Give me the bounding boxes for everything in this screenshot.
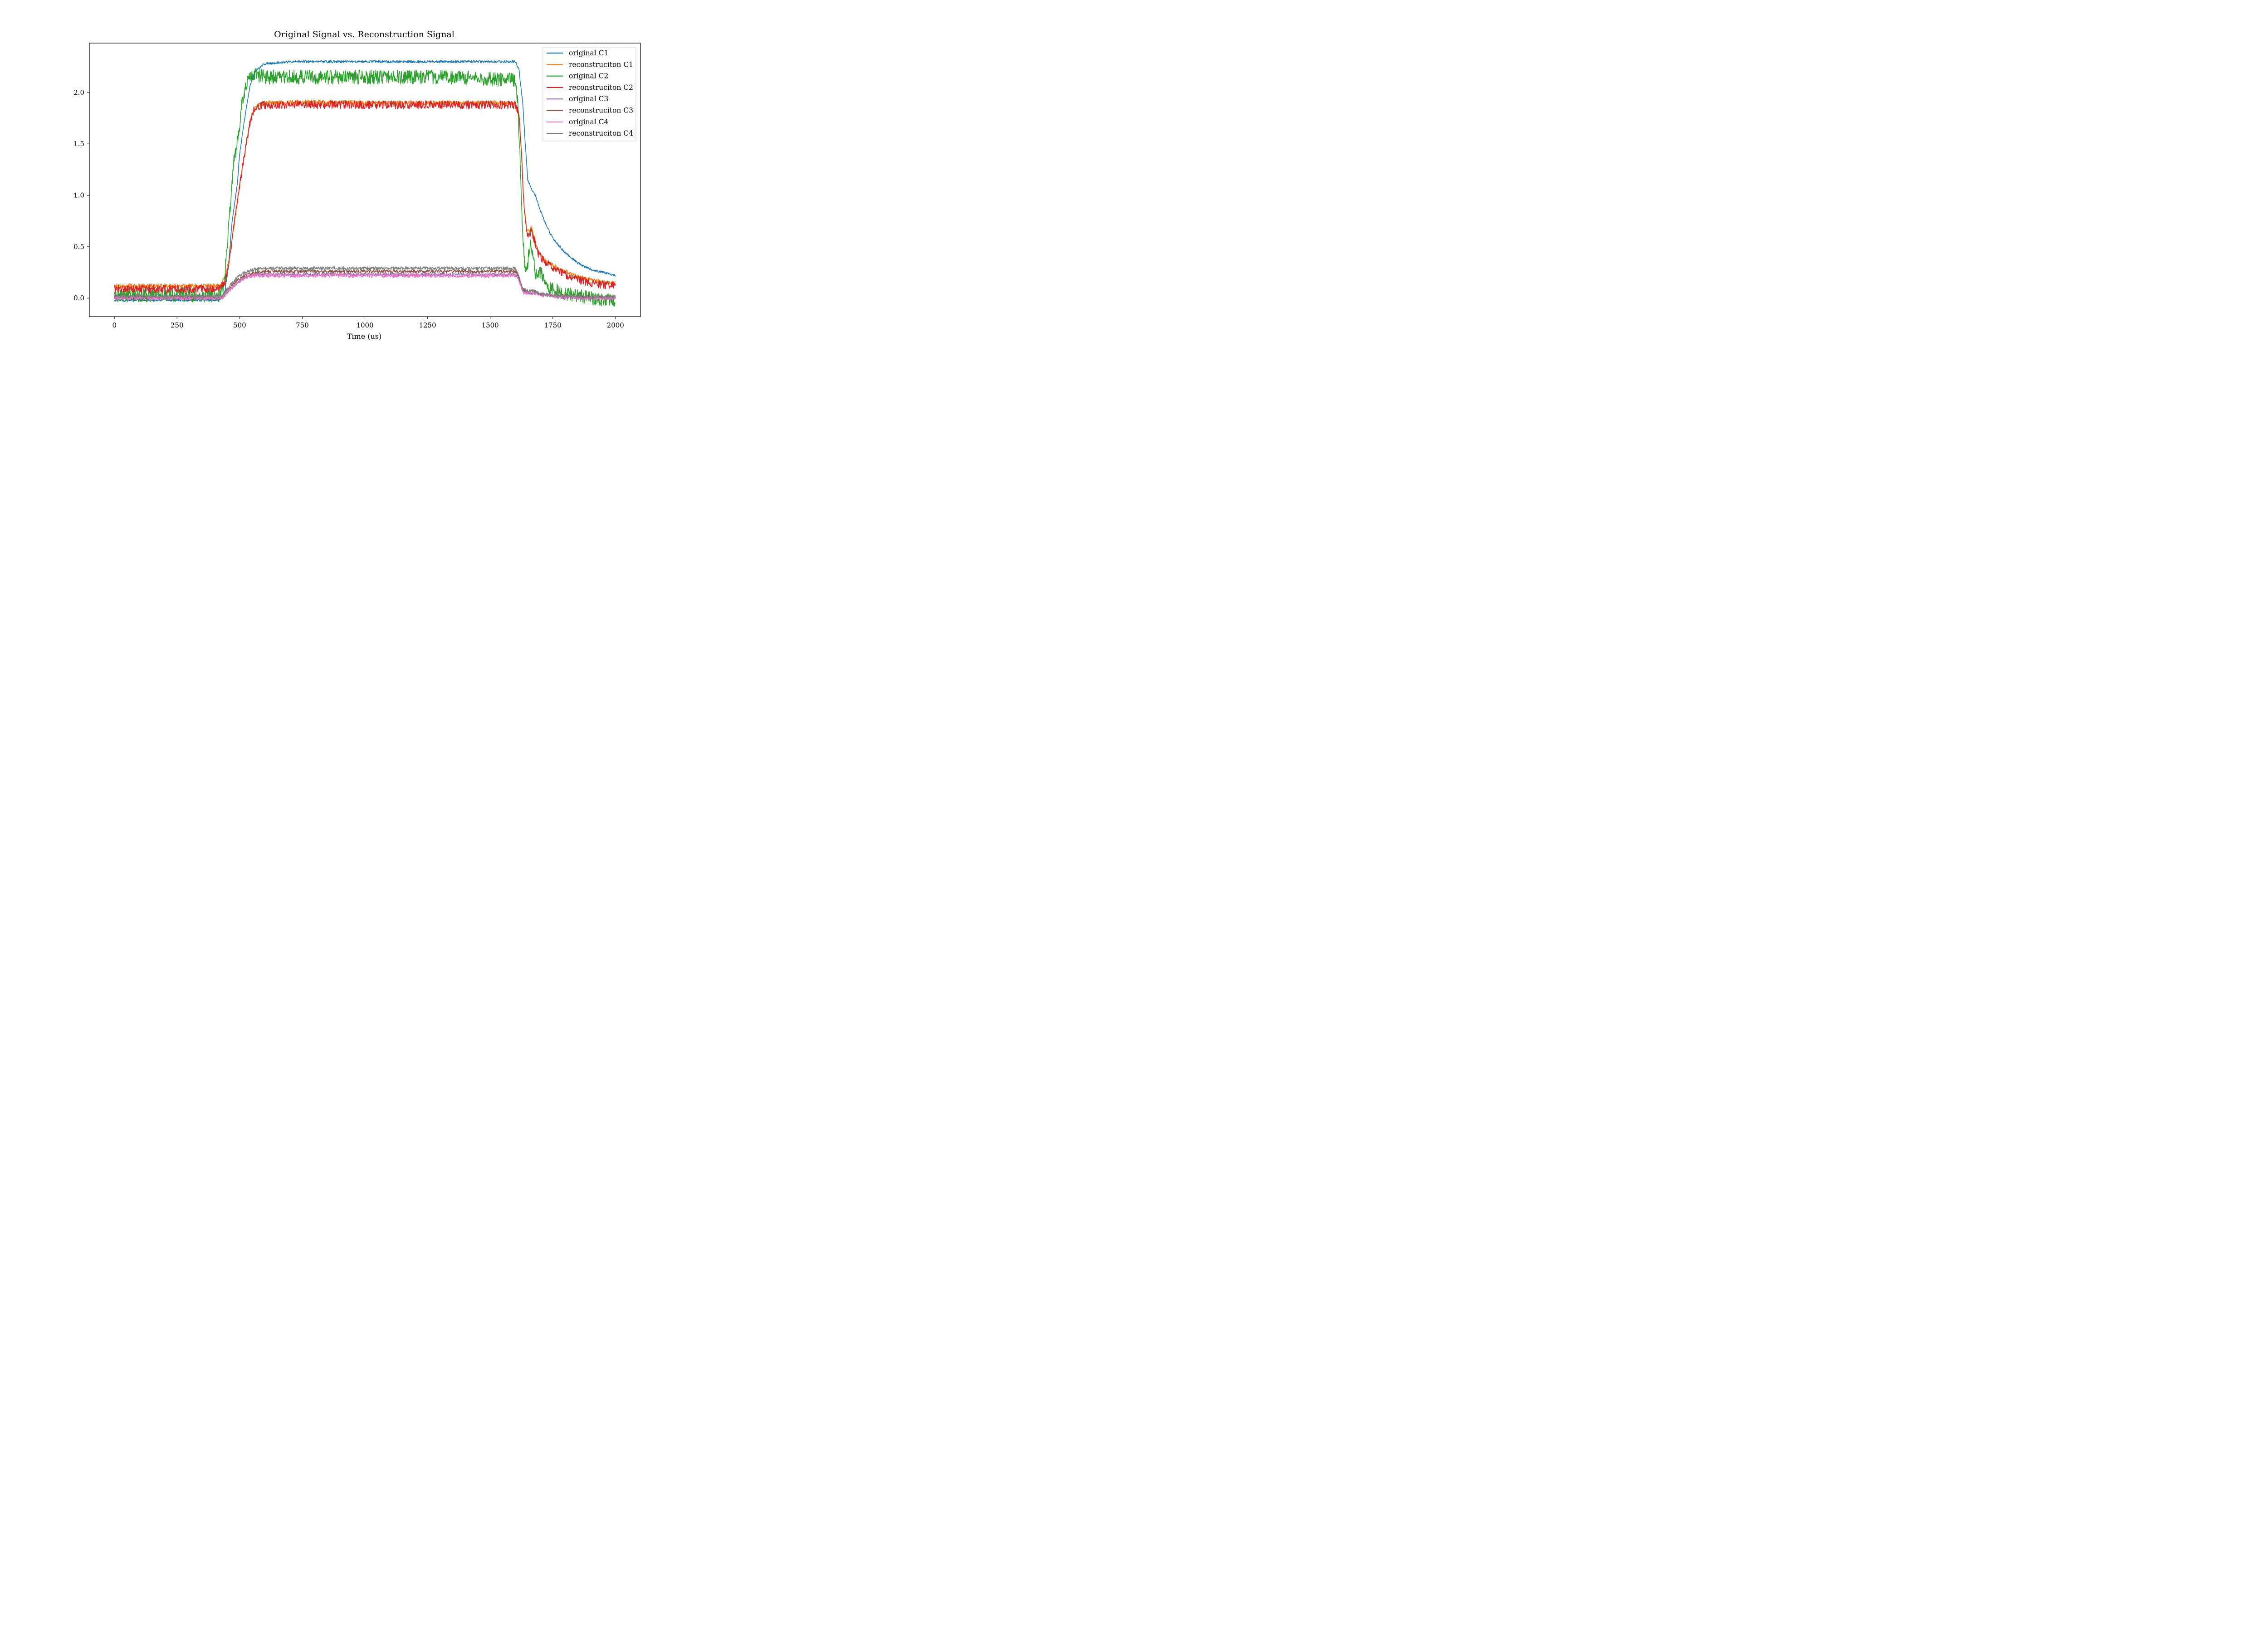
y-axis: 0.0 0.5 1.0 1.5 2.0 xyxy=(73,88,89,302)
x-axis-label: Time (us) xyxy=(347,332,382,341)
legend-entry: reconstruciton C3 xyxy=(569,107,633,115)
legend-entry: reconstruciton C1 xyxy=(569,60,633,68)
x-tick-label: 0 xyxy=(112,321,117,329)
legend-entry: original C3 xyxy=(569,95,608,103)
y-tick-label: 1.0 xyxy=(73,191,84,200)
x-tick-label: 2000 xyxy=(607,321,624,329)
legend-frame xyxy=(543,47,636,142)
x-tick-label: 1000 xyxy=(356,321,373,329)
x-tick-label: 1250 xyxy=(419,321,436,329)
legend-entry: original C1 xyxy=(569,49,608,57)
x-tick-label: 750 xyxy=(296,321,309,329)
series-line-1 xyxy=(114,60,616,302)
y-tick-label: 0.0 xyxy=(73,294,84,302)
x-tick-label: 1500 xyxy=(482,321,499,329)
x-tick-label: 500 xyxy=(233,321,246,329)
series-line-7 xyxy=(114,273,616,301)
legend-entry: original C2 xyxy=(569,72,608,80)
x-axis: 0 250 500 750 1000 1250 1500 1750 2000 xyxy=(112,317,624,329)
legend-entry: reconstruciton C4 xyxy=(569,129,633,137)
x-tick-label: 1750 xyxy=(544,321,562,329)
legend-items: original C1 reconstruciton C1 original C2 r… xyxy=(547,49,633,137)
y-tick-label: 0.5 xyxy=(73,243,84,251)
series-line-8 xyxy=(114,266,616,299)
legend: original C1 reconstruciton C1 original C2 r… xyxy=(543,47,636,142)
legend-entry: reconstruciton C2 xyxy=(569,83,633,92)
series-line-4 xyxy=(114,100,616,293)
legend-entry: original C4 xyxy=(569,118,609,126)
series-layer xyxy=(114,60,616,307)
y-tick-label: 2.0 xyxy=(73,88,84,97)
x-tick-label: 250 xyxy=(171,321,184,329)
y-tick-label: 1.5 xyxy=(73,140,84,148)
chart-title: Original Signal vs. Reconstruction Signa… xyxy=(274,29,455,39)
chart-figure: Original Signal vs. Reconstruction Signa… xyxy=(0,0,711,356)
